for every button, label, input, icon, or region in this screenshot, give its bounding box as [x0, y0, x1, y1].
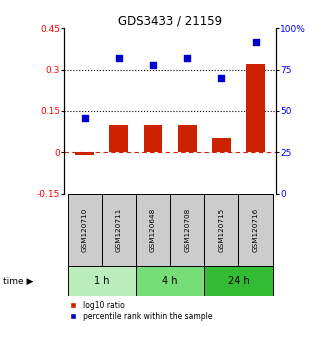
- Bar: [246, 64, 265, 152]
- Point: [219, 75, 224, 81]
- Bar: [178, 125, 196, 152]
- Point: [185, 55, 190, 61]
- Title: GDS3433 / 21159: GDS3433 / 21159: [118, 14, 222, 27]
- Bar: [68, 266, 136, 296]
- Bar: [170, 194, 204, 266]
- Text: 24 h: 24 h: [228, 276, 249, 286]
- Point: [116, 55, 121, 61]
- Text: time ▶: time ▶: [3, 276, 34, 286]
- Bar: [144, 125, 162, 152]
- Bar: [109, 125, 128, 152]
- Text: GSM120715: GSM120715: [218, 208, 224, 252]
- Bar: [136, 266, 204, 296]
- Bar: [239, 194, 273, 266]
- Text: 4 h: 4 h: [162, 276, 178, 286]
- Text: GSM120648: GSM120648: [150, 208, 156, 252]
- Text: GSM120710: GSM120710: [82, 208, 88, 252]
- Text: 1 h: 1 h: [94, 276, 109, 286]
- Point: [82, 115, 87, 120]
- Bar: [212, 138, 231, 152]
- Text: GSM120716: GSM120716: [253, 208, 258, 252]
- Bar: [204, 266, 273, 296]
- Bar: [136, 194, 170, 266]
- Bar: [68, 194, 102, 266]
- Legend: log10 ratio, percentile rank within the sample: log10 ratio, percentile rank within the …: [66, 298, 215, 324]
- Bar: [204, 194, 239, 266]
- Point: [253, 39, 258, 44]
- Bar: [102, 194, 136, 266]
- Point: [151, 62, 156, 68]
- Bar: [75, 152, 94, 155]
- Text: GSM120711: GSM120711: [116, 208, 122, 252]
- Text: GSM120708: GSM120708: [184, 208, 190, 252]
